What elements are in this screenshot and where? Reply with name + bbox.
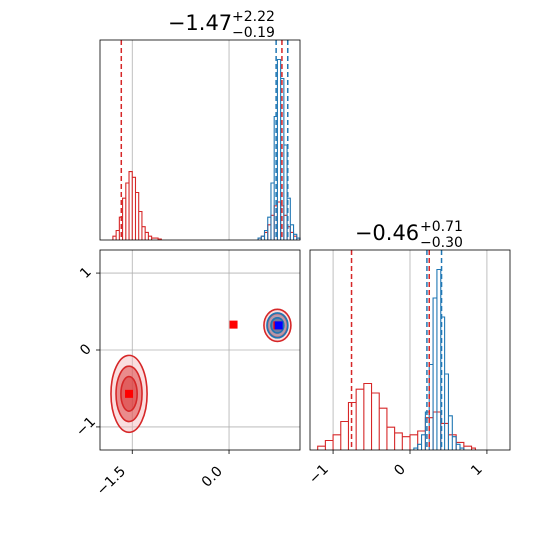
x-tick-label-0: −1.5: [94, 464, 129, 499]
joint-contour-panel: 1 0 −1 −1.5 0.0: [73, 249, 301, 499]
red-hist-y: [317, 382, 476, 450]
marginal-y-title-sup: +0.71: [420, 219, 463, 235]
marginal-x-title-sup: +2.22: [232, 9, 275, 25]
y-tick-label-2: −1: [73, 414, 99, 440]
marginal-x-frame: [99, 39, 301, 241]
x-tick-label-0: −1: [306, 462, 332, 488]
x-tick-label-1: 0.0: [199, 464, 226, 491]
blue-hist-y: [413, 268, 465, 450]
red-hist-x: [112, 171, 301, 240]
marginal-x-title-main: −1.47: [168, 11, 232, 35]
marginal-x-title-sub: −0.19: [232, 25, 275, 41]
x-tick-label-2: 1: [468, 462, 486, 480]
truth-marker-1: [229, 320, 238, 329]
marginal-x-panel: [99, 39, 301, 241]
marginal-y-title-sub: −0.30: [420, 235, 463, 251]
x-tick-label-1: 0: [391, 462, 409, 480]
y-tick-label-1: 0: [77, 341, 95, 359]
y-tick-label-0: 1: [77, 264, 95, 282]
marginal-y-title-main: −0.46: [355, 221, 419, 245]
marginal-x-title: −1.47: [168, 11, 232, 35]
marginal-y-title: −0.46: [355, 221, 419, 245]
marginal-y-panel: −1 0 1: [306, 249, 511, 488]
blue-hist-x: [257, 58, 301, 240]
truth-marker-3: [274, 321, 283, 330]
truth-marker-0: [125, 389, 134, 398]
